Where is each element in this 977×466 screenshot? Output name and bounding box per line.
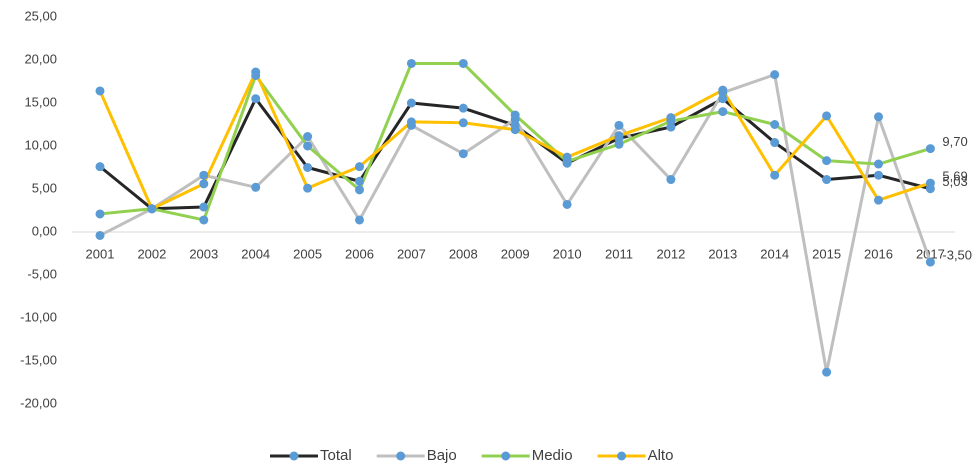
- legend-marker: [396, 451, 406, 461]
- point-marker: [614, 139, 624, 149]
- point-marker: [874, 170, 883, 180]
- x-tick-label: 2017: [916, 246, 945, 261]
- x-tick-label: 2016: [864, 246, 893, 261]
- point-marker: [770, 120, 780, 129]
- point-marker: [614, 131, 624, 141]
- x-tick-label: 2013: [708, 246, 737, 261]
- point-marker: [510, 125, 520, 135]
- point-marker: [822, 156, 832, 166]
- point-marker: [822, 175, 832, 185]
- point-marker: [458, 58, 468, 68]
- y-tick-label: 0,00: [32, 223, 57, 238]
- legend-label: Medio: [532, 447, 573, 464]
- point-marker: [822, 367, 832, 377]
- x-tick-label: 2008: [449, 246, 478, 261]
- point-marker: [95, 86, 105, 96]
- x-tick-label: 2003: [189, 246, 218, 261]
- point-marker: [303, 163, 313, 172]
- y-tick-label: -10,00: [20, 309, 57, 324]
- point-marker: [718, 107, 728, 117]
- point-marker: [95, 209, 105, 219]
- point-marker: [458, 103, 468, 113]
- point-marker: [251, 94, 261, 104]
- x-tick-label: 2001: [86, 246, 115, 261]
- y-tick-label: 5,00: [32, 180, 57, 195]
- point-marker: [874, 195, 883, 205]
- point-marker: [874, 112, 883, 122]
- point-marker: [303, 183, 313, 193]
- y-tick-label: 20,00: [24, 51, 57, 66]
- data-label: -3,50: [942, 248, 972, 263]
- point-marker: [95, 230, 105, 240]
- y-tick-label: -20,00: [20, 395, 57, 410]
- point-marker: [355, 185, 364, 195]
- x-tick-label: 2011: [605, 246, 633, 261]
- point-marker: [925, 178, 935, 188]
- point-marker: [303, 132, 313, 142]
- x-tick-label: 2007: [397, 246, 426, 261]
- point-marker: [822, 111, 832, 121]
- y-tick-label: -5,00: [27, 266, 57, 281]
- x-tick-label: 2004: [241, 246, 270, 261]
- point-marker: [406, 58, 416, 68]
- y-tick-label: 25,00: [24, 8, 57, 23]
- point-marker: [770, 170, 780, 180]
- legend-marker: [501, 451, 511, 461]
- point-marker: [718, 85, 728, 95]
- x-tick-label: 2015: [812, 246, 841, 261]
- point-marker: [770, 138, 780, 148]
- x-tick-label: 2009: [501, 246, 530, 261]
- point-marker: [199, 202, 209, 212]
- point-marker: [458, 149, 468, 159]
- x-tick-label: 2005: [293, 246, 322, 261]
- point-marker: [510, 110, 520, 120]
- point-marker: [874, 159, 883, 169]
- point-marker: [925, 144, 935, 154]
- point-marker: [199, 170, 209, 180]
- point-marker: [303, 141, 313, 151]
- y-tick-label: 10,00: [24, 137, 57, 152]
- legend-label: Bajo: [427, 447, 457, 464]
- legend-label: Alto: [648, 447, 674, 464]
- point-marker: [199, 215, 209, 225]
- point-marker: [95, 162, 105, 172]
- point-marker: [355, 215, 364, 225]
- point-marker: [406, 117, 416, 127]
- y-tick-label: 15,00: [24, 94, 57, 109]
- data-label: 5,03: [942, 174, 967, 189]
- legend-marker: [289, 451, 299, 461]
- x-tick-label: 2012: [656, 246, 685, 261]
- point-marker: [355, 176, 364, 186]
- point-marker: [251, 67, 261, 77]
- point-marker: [406, 98, 416, 108]
- point-marker: [666, 113, 676, 123]
- point-marker: [925, 257, 935, 267]
- point-marker: [614, 120, 624, 130]
- point-marker: [199, 179, 209, 189]
- series-line: [98, 70, 931, 211]
- legend-label: Total: [320, 447, 352, 464]
- legend-marker: [617, 451, 627, 461]
- point-marker: [666, 175, 676, 185]
- point-marker: [770, 70, 780, 80]
- data-label: 5,69: [942, 169, 967, 184]
- point-marker: [147, 204, 157, 214]
- x-tick-label: 2006: [345, 246, 374, 261]
- y-tick-label: -15,00: [20, 352, 57, 367]
- x-tick-label: 2010: [553, 246, 582, 261]
- x-tick-label: 2002: [137, 246, 166, 261]
- x-tick-label: 2014: [760, 246, 789, 261]
- data-label: 9,70: [942, 134, 967, 149]
- point-marker: [251, 182, 261, 192]
- point-marker: [562, 152, 572, 162]
- point-marker: [562, 199, 572, 209]
- point-marker: [458, 118, 468, 128]
- point-marker: [355, 162, 364, 172]
